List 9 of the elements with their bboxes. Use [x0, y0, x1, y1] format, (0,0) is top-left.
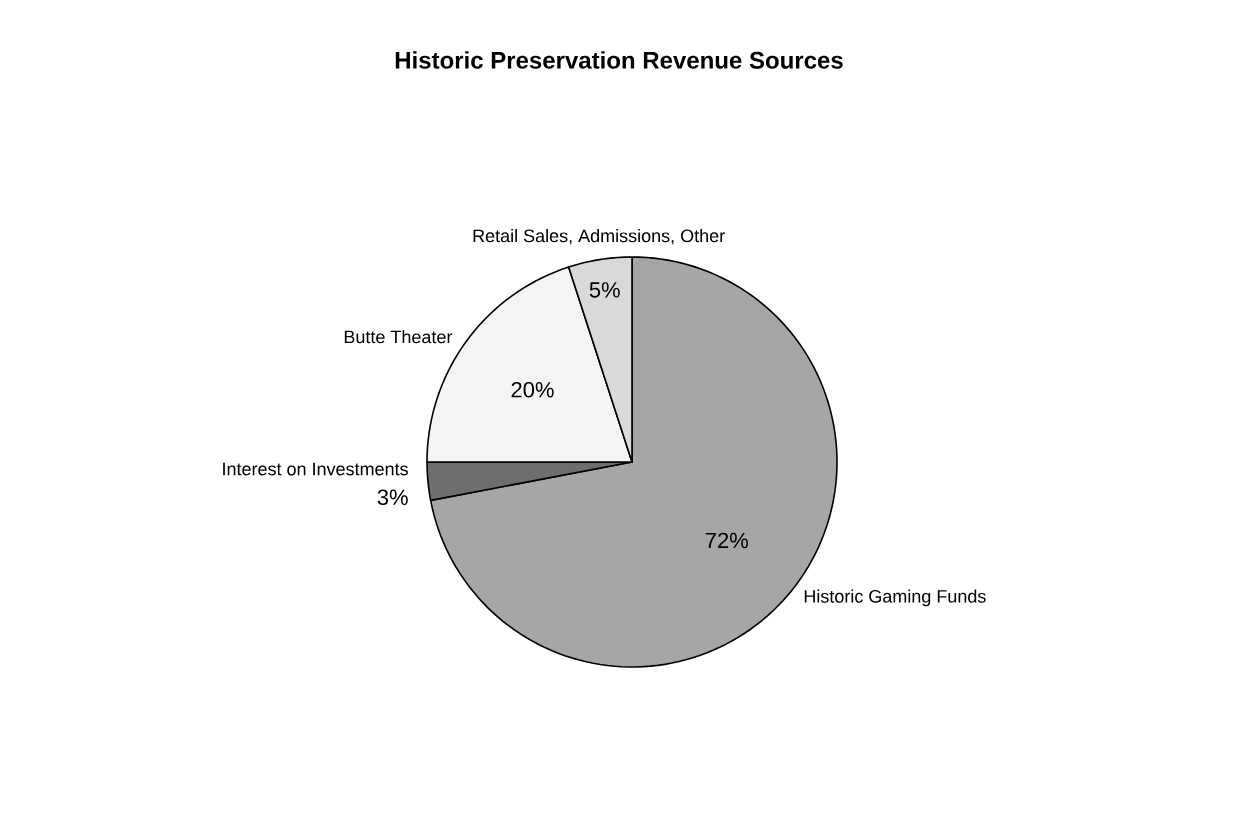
data-label: 20%	[511, 381, 554, 398]
slice-label: Retail Sales, Admissions, Other	[473, 228, 725, 245]
slice-label: Interest on Investments	[223, 462, 408, 476]
data-label: 3%	[377, 489, 408, 506]
slice-label: Butte Theater	[344, 330, 453, 344]
chart-title: Historic Preservation Revenue Sources	[395, 51, 843, 69]
slice-label: Historic Gaming Funds	[804, 589, 986, 607]
data-label: 5%	[589, 282, 620, 298]
data-label: 72%	[705, 532, 748, 549]
